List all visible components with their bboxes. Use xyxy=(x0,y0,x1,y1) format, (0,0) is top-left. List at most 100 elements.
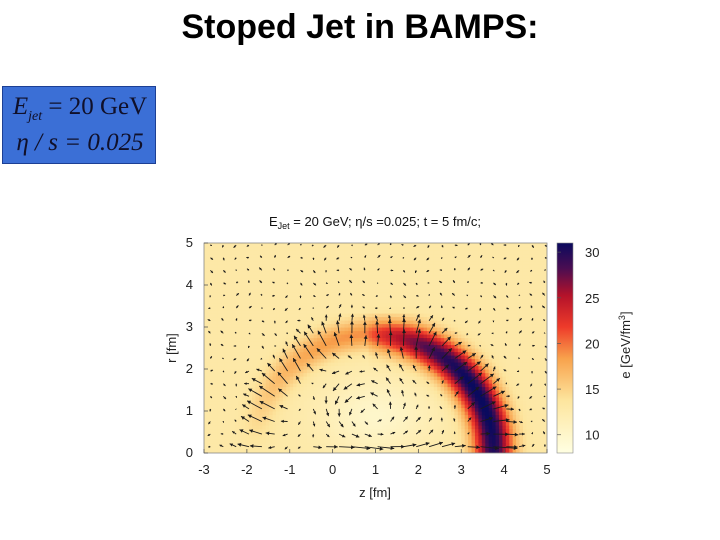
heatmap-cell xyxy=(433,418,438,423)
heatmap-cell xyxy=(258,435,263,440)
heatmap-cell xyxy=(464,355,469,360)
heatmap-cell xyxy=(231,260,236,265)
heatmap-cell xyxy=(330,358,335,363)
heatmap-cell xyxy=(310,295,315,300)
heatmap-cell xyxy=(300,414,305,419)
heatmap-cell xyxy=(385,302,390,307)
heatmap-cell xyxy=(468,306,473,311)
heatmap-cell xyxy=(310,404,315,409)
heatmap-cell xyxy=(375,246,380,251)
heatmap-cell xyxy=(406,260,411,265)
heatmap-cell xyxy=(255,320,260,325)
heatmap-cell xyxy=(354,348,359,353)
heatmap-cell xyxy=(282,246,287,251)
heatmap-cell xyxy=(327,362,332,367)
heatmap-cell xyxy=(334,446,339,451)
heatmap-cell xyxy=(204,362,209,367)
heatmap-cell xyxy=(282,344,287,349)
heatmap-cell xyxy=(276,414,281,419)
heatmap-cell xyxy=(440,411,445,416)
heatmap-cell xyxy=(392,323,397,328)
heatmap-cell xyxy=(372,246,377,251)
heatmap-cell xyxy=(444,358,449,363)
heatmap-cell xyxy=(440,295,445,300)
heatmap-cell xyxy=(351,362,356,367)
heatmap-cell xyxy=(324,299,329,304)
heatmap-cell xyxy=(457,285,462,290)
heatmap-cell xyxy=(416,362,421,367)
heatmap-cell xyxy=(306,376,311,381)
heatmap-cell xyxy=(313,383,318,388)
heatmap-cell xyxy=(444,372,449,377)
heatmap-cell xyxy=(272,449,277,453)
heatmap-cell xyxy=(416,400,421,405)
heatmap-cell xyxy=(437,439,442,444)
heatmap-cell xyxy=(241,446,246,451)
heatmap-cell xyxy=(217,306,222,311)
heatmap-cell xyxy=(382,267,387,272)
heatmap-cell xyxy=(361,376,366,381)
heatmap-cell xyxy=(221,250,226,255)
heatmap-cell xyxy=(437,243,442,248)
heatmap-cell xyxy=(437,421,442,426)
heatmap-cell xyxy=(327,421,332,426)
heatmap-cell xyxy=(365,306,370,311)
heatmap-cell xyxy=(461,446,466,451)
heatmap-cell xyxy=(334,313,339,318)
heatmap-cell xyxy=(262,435,267,440)
heatmap-cell xyxy=(224,313,229,318)
heatmap-cell xyxy=(238,271,243,276)
heatmap-cell xyxy=(461,390,466,395)
heatmap-cell xyxy=(269,250,274,255)
heatmap-cell xyxy=(389,439,394,444)
heatmap-cell xyxy=(416,397,421,402)
heatmap-cell xyxy=(399,260,404,265)
heatmap-cell xyxy=(382,372,387,377)
heatmap-cell xyxy=(461,355,466,360)
heatmap-cell xyxy=(430,411,435,416)
heatmap-cell xyxy=(286,327,291,332)
heatmap-cell xyxy=(341,355,346,360)
heatmap-cell xyxy=(389,358,394,363)
heatmap-cell xyxy=(406,316,411,321)
heatmap-cell xyxy=(399,246,404,251)
heatmap-cell xyxy=(231,327,236,332)
heatmap-cell xyxy=(420,316,425,321)
heatmap-cell xyxy=(276,243,281,248)
heatmap-cell xyxy=(447,428,452,433)
heatmap-cell xyxy=(423,292,428,297)
heatmap-cell xyxy=(471,449,476,453)
heatmap-cell xyxy=(327,358,332,363)
heatmap-cell xyxy=(293,376,298,381)
heatmap-cell xyxy=(402,411,407,416)
heatmap-cell xyxy=(252,313,257,318)
heatmap-cell xyxy=(238,358,243,363)
heatmap-cell xyxy=(272,393,277,398)
heatmap-cell xyxy=(440,397,445,402)
heatmap-cell xyxy=(224,299,229,304)
heatmap-cell xyxy=(433,320,438,325)
heatmap-cell xyxy=(457,369,462,374)
heatmap-cell xyxy=(320,299,325,304)
heatmap-cell xyxy=(358,257,363,262)
heatmap-cell xyxy=(341,428,346,433)
heatmap-cell xyxy=(481,439,486,444)
heatmap-cell xyxy=(471,302,476,307)
heatmap-cell xyxy=(450,432,455,437)
heatmap-cell xyxy=(468,393,473,398)
heatmap-cell xyxy=(444,376,449,381)
heatmap-cell xyxy=(303,372,308,377)
heatmap-cell xyxy=(413,397,418,402)
heatmap-cell xyxy=(409,253,414,258)
heatmap-cell xyxy=(341,351,346,356)
heatmap-cell xyxy=(447,351,452,356)
heatmap-cell xyxy=(426,442,431,447)
heatmap-cell xyxy=(474,442,479,447)
heatmap-cell xyxy=(348,274,353,279)
heatmap-cell xyxy=(221,390,226,395)
heatmap-cell xyxy=(310,393,315,398)
heatmap-cell xyxy=(406,250,411,255)
heatmap-cell xyxy=(286,299,291,304)
heatmap-cell xyxy=(457,404,462,409)
heatmap-cell xyxy=(303,302,308,307)
